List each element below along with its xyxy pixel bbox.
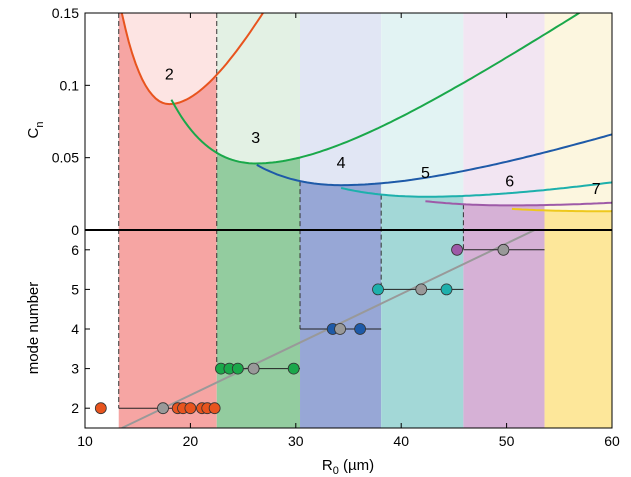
top-panel-bands <box>118 13 612 230</box>
data-point-16 <box>372 283 384 296</box>
y-tick-label-bottom-2: 4 <box>71 321 79 337</box>
data-point-18 <box>440 283 453 296</box>
band-top-fill-7 <box>544 210 612 230</box>
band-bottom-7 <box>544 230 612 428</box>
curve-mode-4 <box>256 133 612 187</box>
data-points <box>94 243 510 415</box>
mode-labels: 2 3 4 5 6 7 <box>165 67 601 198</box>
data-point-4 <box>184 402 197 415</box>
band-bottom-6 <box>463 230 545 428</box>
y-axis-title-top: Cn <box>25 122 46 139</box>
mode-label-5: 5 <box>421 165 430 182</box>
data-point-17 <box>415 283 428 296</box>
data-point-20 <box>497 243 510 256</box>
cn-curves <box>120 13 612 213</box>
band-top-light-7 <box>544 13 612 230</box>
y-tick-label-top-1: 0.05 <box>52 150 79 166</box>
mode-label-3: 3 <box>251 130 260 147</box>
data-point-14 <box>334 323 346 335</box>
y-tick-label-top-0: 0 <box>71 222 79 238</box>
band-top-fill-3 <box>216 152 301 230</box>
x-tick-label-60: 60 <box>604 433 620 449</box>
y-axis-title-bottom: mode number <box>25 282 42 375</box>
mode-label-2: 2 <box>165 67 174 84</box>
curve-mode-5 <box>340 181 612 198</box>
curve-mode-2 <box>120 13 265 106</box>
band-top-light-5 <box>381 13 464 230</box>
bottom-panel-bands <box>118 230 612 428</box>
x-tick-label-50: 50 <box>499 433 515 449</box>
plot-frame <box>84 12 613 429</box>
curve-mode-6 <box>425 200 612 207</box>
curve-mode-7 <box>511 207 612 213</box>
band-top-fill-2 <box>118 13 217 230</box>
data-point-0 <box>94 402 107 415</box>
x-tick-label-30: 30 <box>288 433 304 449</box>
y-tick-label-bottom-1: 3 <box>71 361 79 377</box>
band-top-fill-4 <box>300 181 382 230</box>
x-tick-label-10: 10 <box>77 433 93 449</box>
axis-ticks: 10 20 30 40 50 60 0 0.05 0.1 0.15 2 3 4 5 6 <box>52 5 620 449</box>
y-tick-label-bottom-4: 6 <box>71 242 79 258</box>
y-tick-label-top-3: 0.15 <box>52 5 79 21</box>
x-tick-label-20: 20 <box>183 433 199 449</box>
data-point-1 <box>157 402 169 415</box>
data-point-11 <box>247 362 260 375</box>
x-axis-title: R0 (µm) <box>322 457 374 477</box>
y-tick-label-bottom-3: 5 <box>71 281 79 297</box>
data-point-10 <box>231 362 244 375</box>
data-point-15 <box>354 323 366 335</box>
data-point-7 <box>208 402 221 415</box>
axes-frames <box>84 12 613 429</box>
mode-label-7: 7 <box>592 181 601 198</box>
band-bottom-5 <box>381 230 464 428</box>
band-top-fill-6 <box>463 204 545 230</box>
band-bottom-3 <box>216 230 301 428</box>
band-bottom-2 <box>118 230 217 428</box>
y-tick-label-bottom-0: 2 <box>71 400 79 416</box>
band-top-light-6 <box>463 13 545 230</box>
curve-mode-3 <box>170 13 582 165</box>
data-point-12 <box>287 362 300 375</box>
data-point-19 <box>451 243 463 256</box>
mode-label-4: 4 <box>337 155 346 172</box>
band-top-fill-5 <box>381 194 464 230</box>
mode-label-6: 6 <box>505 174 514 191</box>
y-tick-label-top-2: 0.1 <box>60 77 80 93</box>
x-tick-label-40: 40 <box>393 433 409 449</box>
